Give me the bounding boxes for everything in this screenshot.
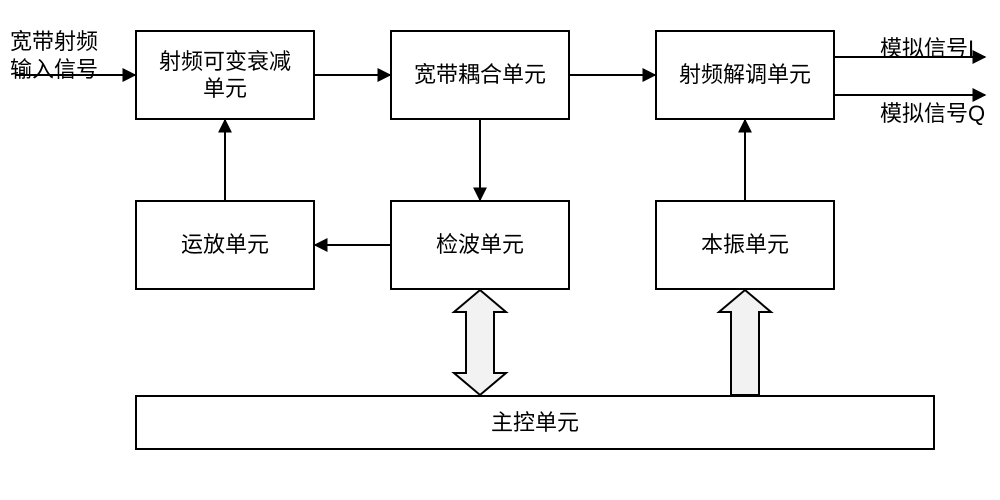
label-input-text: 宽带射频输入信号 [10,29,98,82]
node-coupler-label: 宽带耦合单元 [414,61,546,89]
block-arrow-main-to-lo [719,290,771,395]
node-lo: 本振单元 [655,200,835,290]
node-lo-label: 本振单元 [701,231,789,259]
block-arrow-main-detect-double [454,290,506,395]
label-out_i: 模拟信号I [880,35,974,63]
label-out_i-text: 模拟信号I [880,36,974,61]
label-out_q-text: 模拟信号Q [880,101,985,126]
node-demod-label: 射频解调单元 [679,61,811,89]
node-opamp: 运放单元 [135,200,315,290]
node-main-label: 主控单元 [491,409,579,437]
diagram-canvas: 射频可变衰减单元 宽带耦合单元 射频解调单元运放单元 检波单元 本振单元主控单元 宽带射频… [0,0,1000,500]
label-input: 宽带射频输入信号 [10,28,130,83]
node-main: 主控单元 [135,395,935,450]
node-opamp-label: 运放单元 [181,231,269,259]
node-atten: 射频可变衰减单元 [135,30,315,120]
node-atten-label: 射频可变衰减单元 [159,48,291,103]
node-coupler: 宽带耦合单元 [390,30,570,120]
node-demod: 射频解调单元 [655,30,835,120]
node-detect: 检波单元 [390,200,570,290]
label-out_q: 模拟信号Q [880,100,985,128]
node-detect-label: 检波单元 [436,231,524,259]
